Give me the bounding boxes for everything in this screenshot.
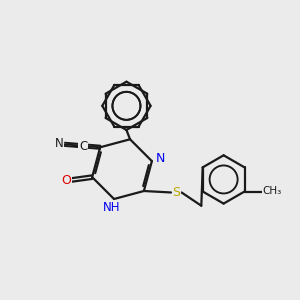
Text: C: C <box>79 140 87 153</box>
Text: N: N <box>156 152 165 165</box>
Text: S: S <box>172 186 180 199</box>
Text: CH₃: CH₃ <box>262 186 281 196</box>
Text: NH: NH <box>103 201 120 214</box>
Text: O: O <box>61 174 71 187</box>
Text: N: N <box>55 137 63 150</box>
